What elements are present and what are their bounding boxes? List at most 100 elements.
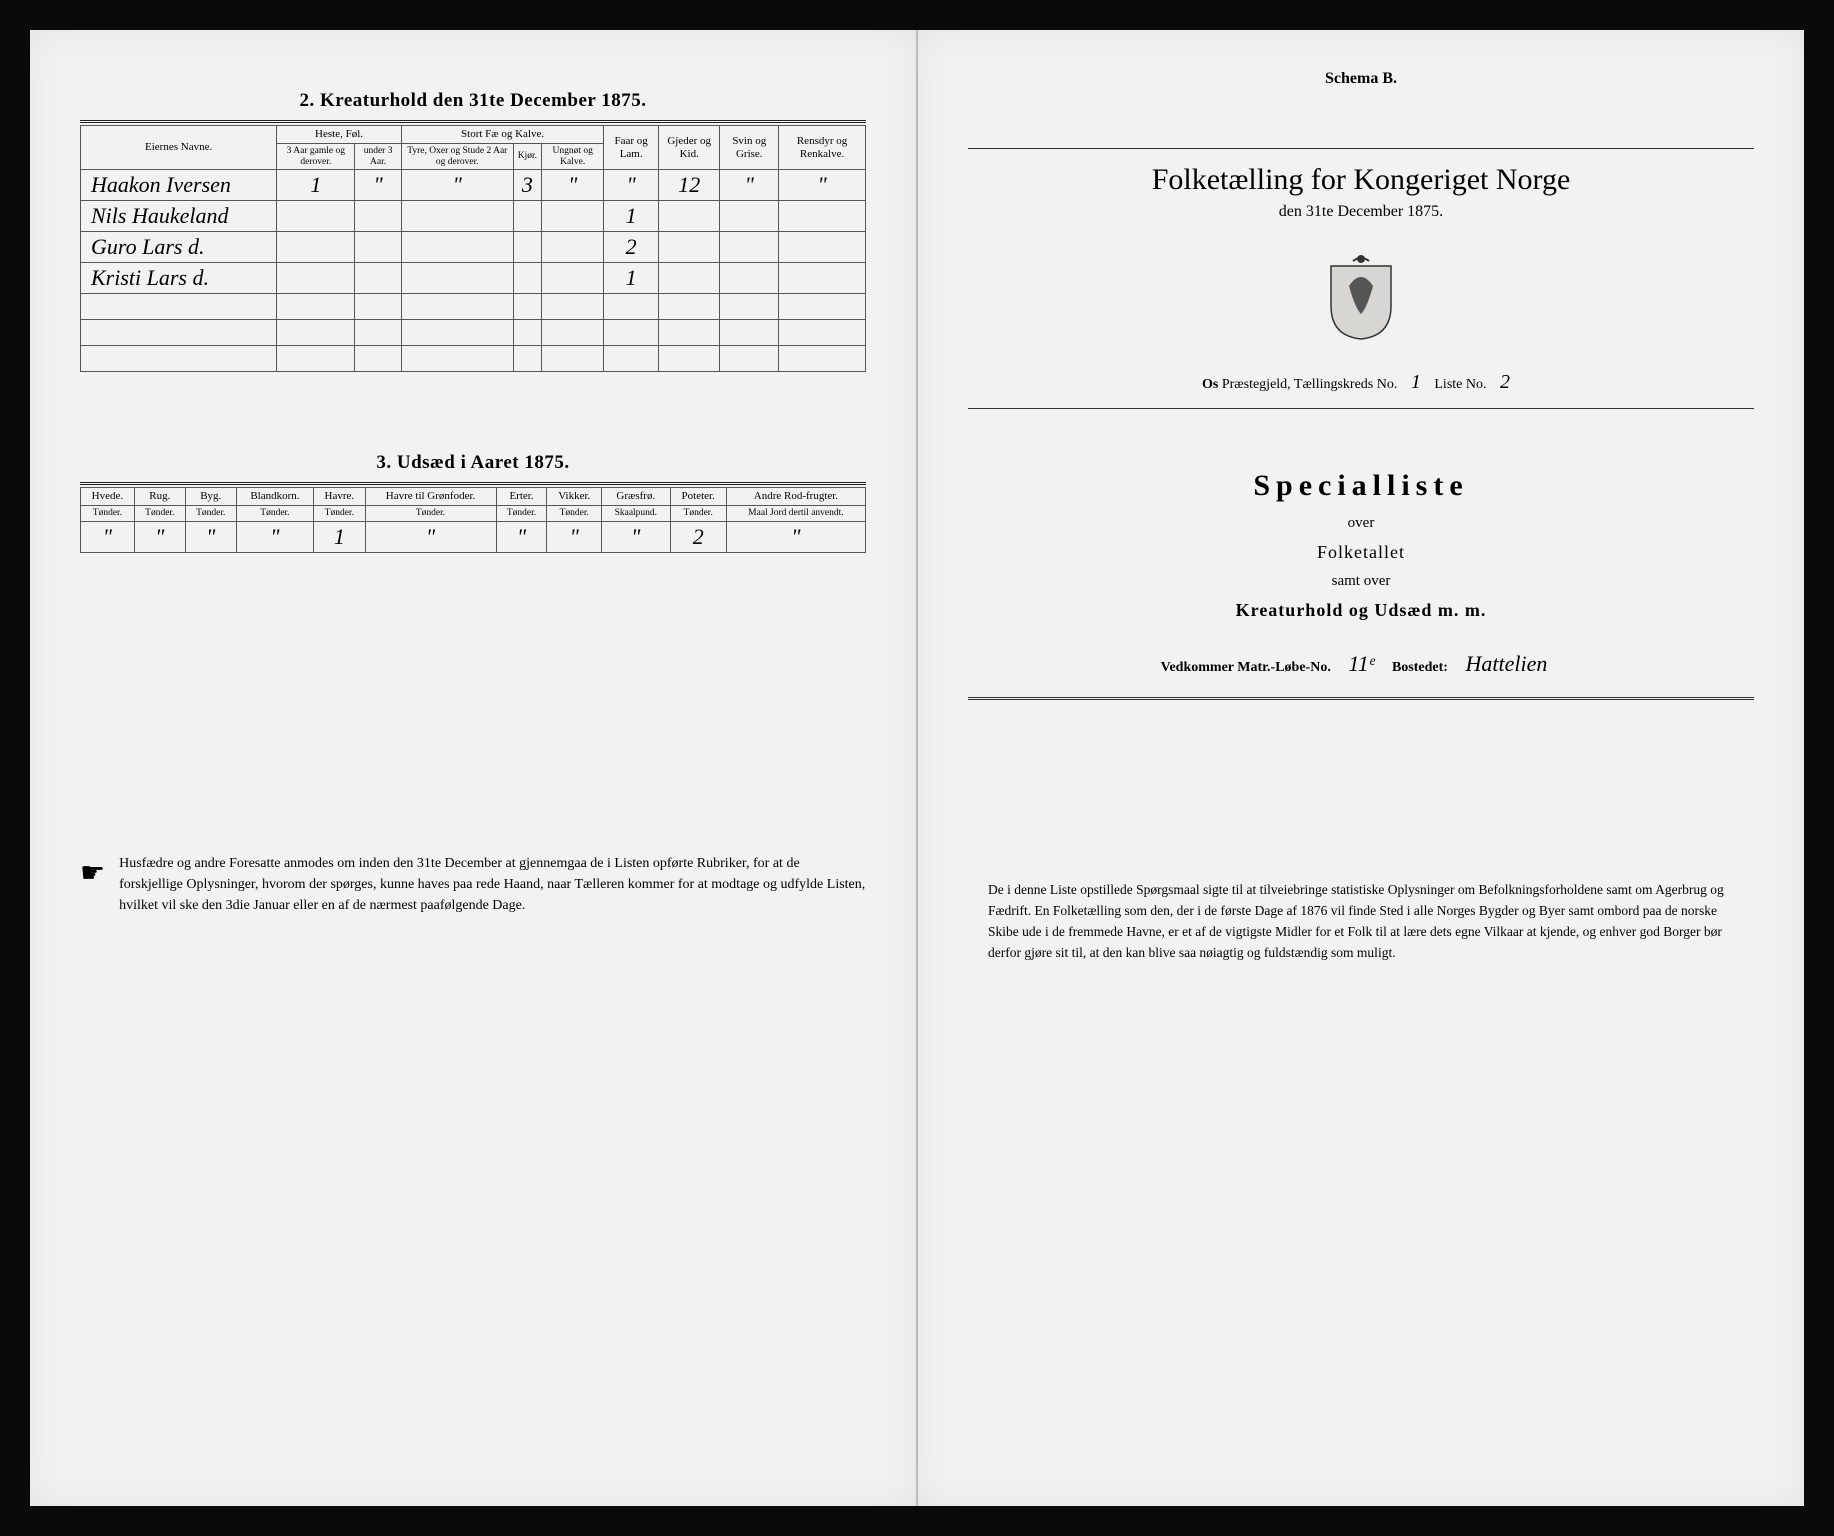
cell: 1 xyxy=(604,201,659,232)
over-label: over xyxy=(968,515,1754,532)
cell xyxy=(401,294,513,320)
table-row: """"1""""2" xyxy=(81,522,866,553)
cell xyxy=(401,263,513,294)
cell xyxy=(513,320,541,346)
cell xyxy=(513,263,541,294)
cell xyxy=(513,346,541,372)
table-row xyxy=(81,294,866,320)
col-pigs: Svin og Grise. xyxy=(720,126,779,170)
pointing-hand-icon: ☛ xyxy=(80,853,105,916)
rule xyxy=(968,697,1754,700)
cell: " xyxy=(365,522,496,553)
bostedet-value: Hattelien xyxy=(1465,651,1547,676)
cell xyxy=(658,294,719,320)
cell xyxy=(401,232,513,263)
cell xyxy=(277,263,355,294)
cell xyxy=(542,263,604,294)
cell: Kristi Lars d. xyxy=(81,263,277,294)
cell xyxy=(658,263,719,294)
cell: " xyxy=(542,170,604,201)
cell xyxy=(720,201,779,232)
col-unit: Tønder. xyxy=(314,506,365,522)
cell xyxy=(81,346,277,372)
cell: " xyxy=(496,522,547,553)
table-row: Nils Haukeland 1 xyxy=(81,201,866,232)
cell: 1 xyxy=(277,170,355,201)
cell: " xyxy=(134,522,185,553)
table-row: Guro Lars d.2 xyxy=(81,232,866,263)
cell xyxy=(720,346,779,372)
table-row xyxy=(81,320,866,346)
cell: 1 xyxy=(314,522,365,553)
cell xyxy=(542,346,604,372)
col-header: Blandkorn. xyxy=(236,488,313,506)
grp-horses: Heste, Føl. xyxy=(277,126,402,144)
cell xyxy=(779,346,866,372)
cell xyxy=(355,294,401,320)
col-unit: Tønder. xyxy=(81,506,135,522)
cell xyxy=(658,346,719,372)
table-row: Kristi Lars d.1 xyxy=(81,263,866,294)
cell xyxy=(779,263,866,294)
col-reindeer: Rensdyr og Renkalve. xyxy=(779,126,866,170)
cell xyxy=(542,201,604,232)
cell xyxy=(513,232,541,263)
col-owner: Eiernes Navne. xyxy=(81,126,277,170)
samt-over: samt over xyxy=(968,573,1754,590)
cell: 12 xyxy=(658,170,719,201)
cell xyxy=(277,346,355,372)
cell: Nils Haukeland xyxy=(81,201,277,232)
col-header: Erter. xyxy=(496,488,547,506)
cell: " xyxy=(602,522,670,553)
col-header: Havre til Grønfoder. xyxy=(365,488,496,506)
special-title: Specialliste xyxy=(968,469,1754,503)
rule xyxy=(80,482,866,485)
cell xyxy=(277,201,355,232)
col-header: Vikker. xyxy=(547,488,602,506)
parish-mid: Præstegjeld, Tællingskreds No. xyxy=(1222,377,1398,392)
cell xyxy=(720,232,779,263)
cell: " xyxy=(355,170,401,201)
cell xyxy=(401,201,513,232)
sub-c2: Kjør. xyxy=(513,143,541,170)
cell: " xyxy=(604,170,659,201)
cell xyxy=(604,320,659,346)
folketallet: Folketallet xyxy=(968,542,1754,563)
parish-name: Os xyxy=(1202,377,1218,392)
cell: " xyxy=(720,170,779,201)
cell: 2 xyxy=(670,522,726,553)
col-unit: Tønder. xyxy=(185,506,236,522)
cell xyxy=(658,201,719,232)
matr-label: Vedkommer Matr.-Løbe-No. xyxy=(1161,660,1331,675)
cell xyxy=(401,346,513,372)
cell xyxy=(604,294,659,320)
cell xyxy=(658,232,719,263)
section2-title: 2. Kreaturhold den 31te December 1875. xyxy=(80,90,866,112)
cell xyxy=(401,320,513,346)
cell xyxy=(355,201,401,232)
cell: " xyxy=(547,522,602,553)
col-unit: Tønder. xyxy=(365,506,496,522)
cell xyxy=(779,232,866,263)
col-unit: Tønder. xyxy=(496,506,547,522)
footnote-block: ☛ Husfædre og andre Foresatte anmodes om… xyxy=(80,853,866,916)
rule xyxy=(968,148,1754,149)
cell xyxy=(720,294,779,320)
col-header: Græsfrø. xyxy=(602,488,670,506)
cell: " xyxy=(401,170,513,201)
cell xyxy=(779,320,866,346)
cell xyxy=(720,320,779,346)
cell xyxy=(604,346,659,372)
matr-no: 11ᵉ xyxy=(1348,651,1374,676)
right-page: Schema B. Folketælling for Kongeriget No… xyxy=(917,30,1804,1506)
section3-title: 3. Udsæd i Aaret 1875. xyxy=(80,452,866,474)
grp-cattle: Stort Fæ og Kalve. xyxy=(401,126,604,144)
seed-table: Hvede.Rug.Byg.Blandkorn.Havre.Havre til … xyxy=(80,487,866,553)
liste-label: Liste No. xyxy=(1434,377,1486,392)
schema-label: Schema B. xyxy=(968,70,1754,88)
sub-h2: under 3 Aar. xyxy=(355,143,401,170)
cell: Guro Lars d. xyxy=(81,232,277,263)
col-goats: Gjeder og Kid. xyxy=(658,126,719,170)
bostedet-label: Bostedet: xyxy=(1392,660,1448,675)
cell xyxy=(779,294,866,320)
